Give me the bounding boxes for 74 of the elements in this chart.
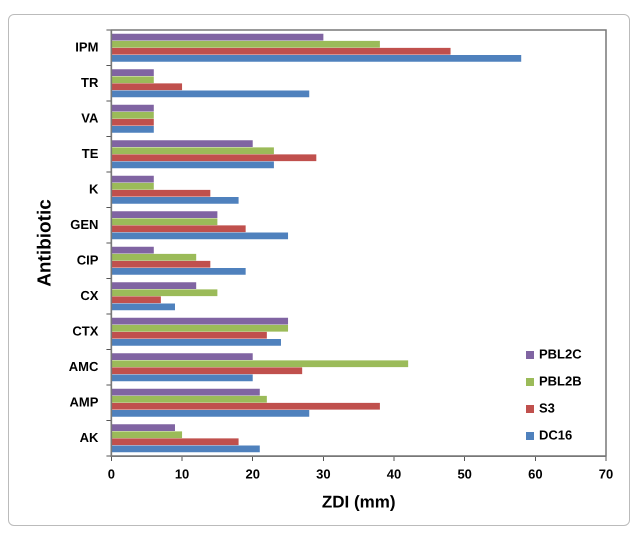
bar — [112, 268, 246, 275]
bar — [112, 339, 281, 346]
bar — [112, 353, 253, 360]
y-tick-label: CX — [80, 288, 99, 303]
bar — [112, 83, 182, 90]
bar — [112, 211, 218, 218]
bar — [112, 182, 154, 190]
x-tick-label: 0 — [108, 466, 116, 482]
bar — [112, 296, 161, 304]
bar — [112, 246, 154, 254]
bar — [112, 304, 175, 310]
bar — [112, 396, 267, 403]
bar — [112, 402, 380, 410]
bar — [112, 162, 274, 168]
bar — [112, 282, 196, 289]
bar — [112, 367, 302, 374]
y-tick-label: CIP — [76, 252, 99, 268]
y-tick-label: TR — [81, 74, 100, 90]
bar — [112, 388, 260, 396]
bar — [112, 34, 324, 40]
bar — [112, 76, 154, 84]
bar — [112, 40, 380, 48]
y-tick-label: AMC — [68, 358, 100, 374]
bar — [112, 112, 154, 119]
bar — [112, 126, 154, 133]
x-tick-label: 40 — [386, 466, 402, 482]
bar — [112, 154, 316, 162]
x-tick-label: 50 — [457, 466, 472, 482]
bar — [112, 260, 210, 268]
y-tick-label: IPM — [75, 39, 98, 54]
bar — [112, 90, 310, 98]
bar — [112, 104, 154, 112]
bar — [112, 225, 246, 232]
y-tick-label: GEN — [70, 216, 98, 232]
y-tick-label: AMP — [70, 394, 99, 410]
x-tick-label: 70 — [598, 466, 614, 482]
legend-label: PBL2C — [539, 346, 582, 362]
bar — [112, 360, 408, 368]
bar — [112, 410, 310, 417]
y-axis-title: Antibiotic — [34, 198, 56, 287]
x-tick-label: 20 — [245, 466, 260, 482]
bar — [112, 446, 260, 452]
y-tick-label: AK — [80, 430, 100, 445]
bar — [112, 176, 154, 182]
y-tick-label: VA — [81, 110, 99, 126]
bar — [112, 232, 288, 240]
y-tick-label: K — [89, 181, 100, 196]
bar — [112, 197, 239, 204]
legend-label: S3 — [539, 400, 555, 416]
y-tick-label: TE — [82, 146, 99, 161]
bar — [112, 289, 218, 296]
bar — [112, 69, 154, 76]
bar — [112, 147, 274, 154]
x-tick-label: 30 — [316, 466, 331, 482]
bar — [112, 438, 239, 446]
bar — [112, 118, 154, 126]
legend-label: PBL2B — [539, 374, 582, 389]
bar — [112, 55, 522, 62]
bar — [112, 424, 175, 431]
bar — [112, 190, 210, 197]
legend-label: DC16 — [539, 428, 572, 443]
bar — [112, 254, 196, 261]
x-tick-label: 10 — [174, 466, 190, 482]
y-tick-label: CTX — [72, 323, 99, 338]
bar — [112, 218, 218, 226]
x-tick-label: 60 — [528, 466, 543, 482]
bar — [112, 318, 288, 324]
x-axis-title: ZDI (mm) — [322, 492, 396, 512]
bar — [112, 431, 182, 438]
bar — [112, 48, 451, 55]
bar — [112, 332, 267, 339]
bar — [112, 140, 253, 147]
bar — [112, 324, 288, 332]
bar — [112, 374, 253, 382]
